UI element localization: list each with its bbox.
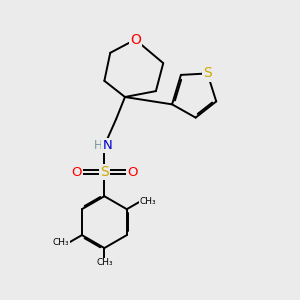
- Text: H: H: [94, 139, 102, 152]
- Text: S: S: [100, 165, 109, 179]
- Text: O: O: [127, 166, 138, 178]
- Text: O: O: [130, 33, 141, 46]
- Text: CH₃: CH₃: [52, 238, 69, 247]
- Text: N: N: [102, 139, 112, 152]
- Text: CH₃: CH₃: [96, 258, 113, 267]
- Text: CH₃: CH₃: [140, 197, 156, 206]
- Text: O: O: [71, 166, 82, 178]
- Text: S: S: [203, 66, 212, 80]
